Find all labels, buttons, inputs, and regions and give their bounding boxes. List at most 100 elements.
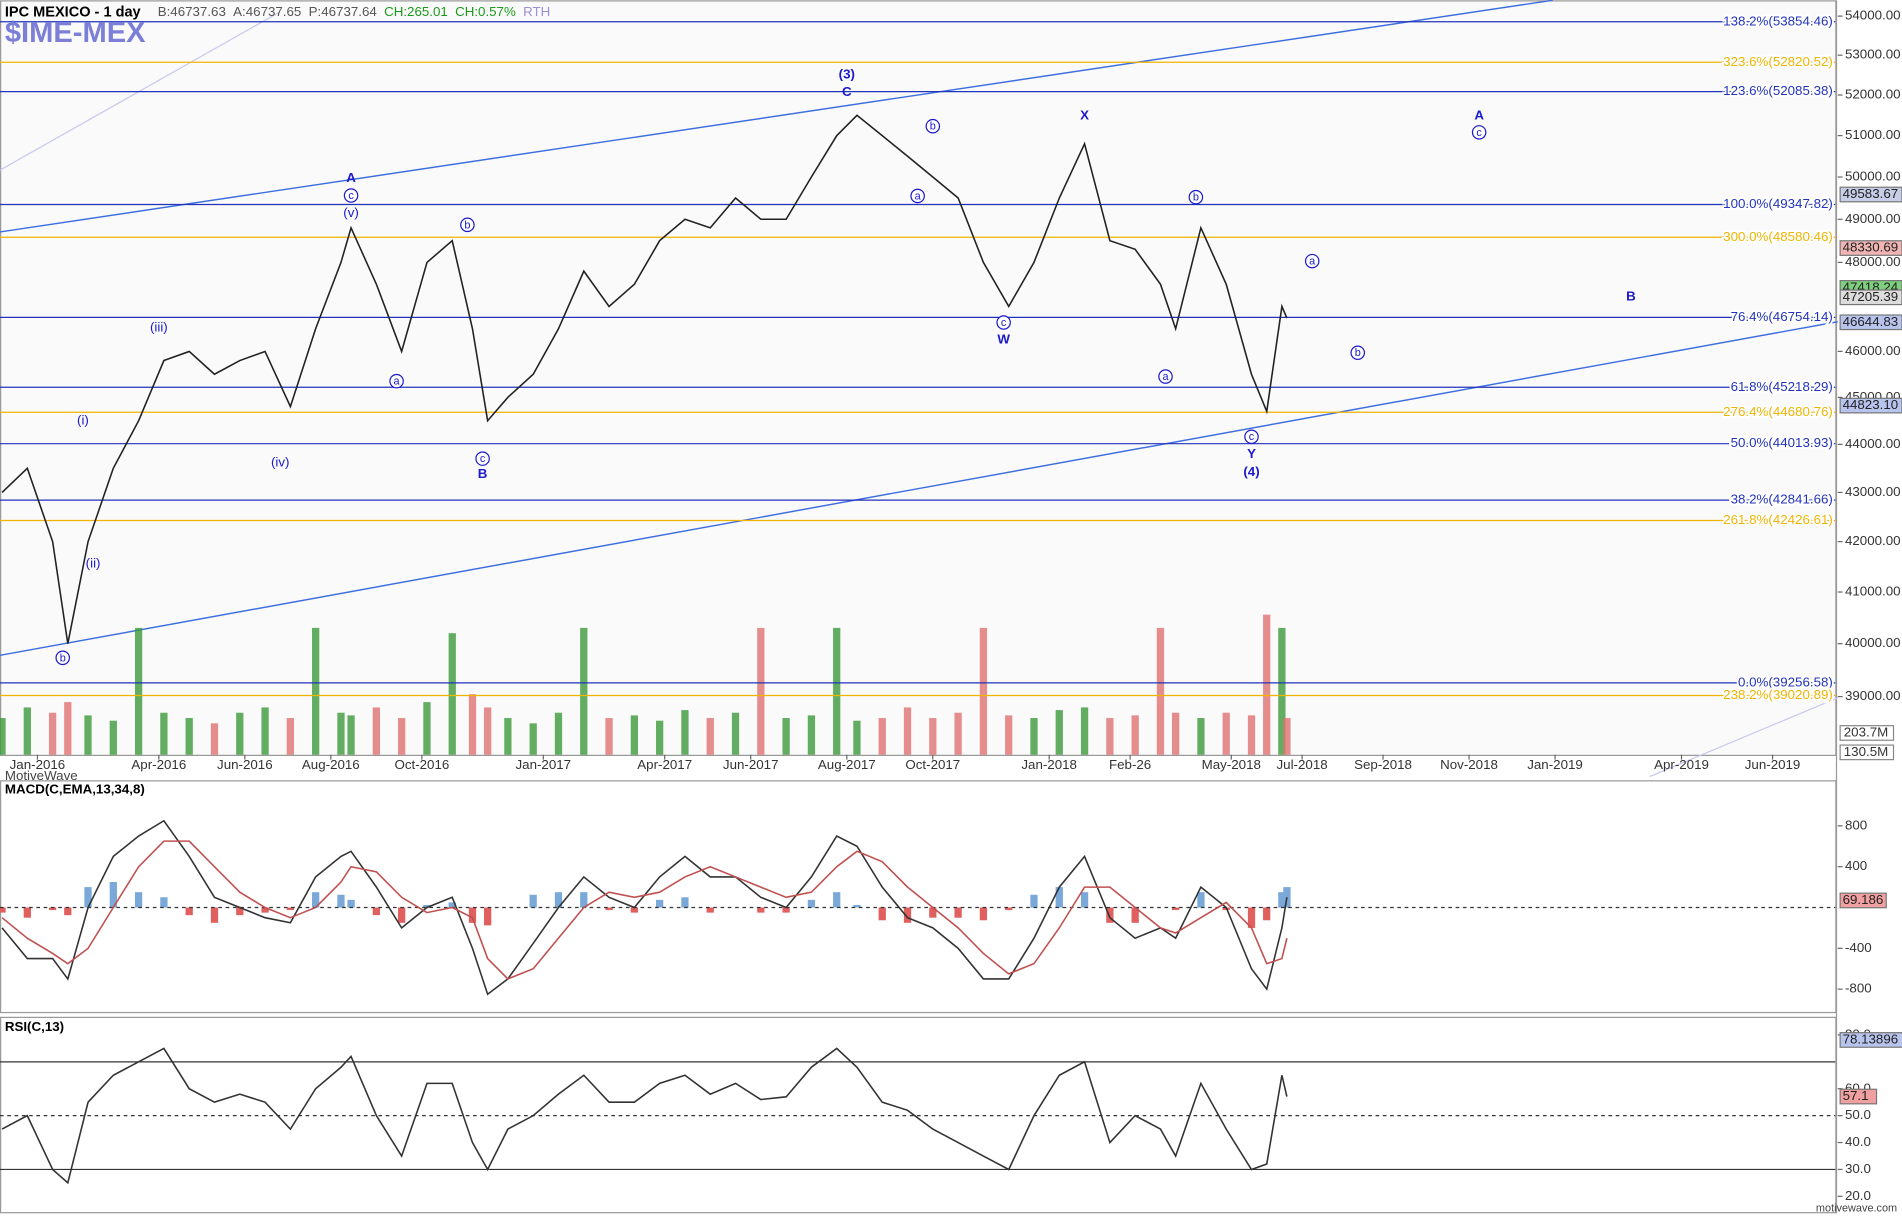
wave-circle <box>343 188 359 203</box>
wave-label: W <box>997 331 1010 346</box>
x-tick-label: Jan-2017 <box>516 757 572 772</box>
chart-title: IPC MEXICO - 1 day <box>5 4 142 20</box>
series-line <box>1 1047 1288 1185</box>
wave-label: c <box>1001 317 1007 329</box>
wave-label: c <box>1476 127 1482 139</box>
x-tick-label: Feb-26 <box>1109 757 1151 772</box>
histogram-bar <box>398 907 406 923</box>
wave-label: B <box>1626 288 1636 303</box>
fib-label: 50.0%(44013.93) <box>1731 435 1833 450</box>
volume-bar <box>630 715 638 755</box>
histogram-bar <box>1030 894 1038 908</box>
header-item: B:46737.63 <box>158 4 226 19</box>
histogram-bar <box>372 907 381 916</box>
y-tick-label: 43000.00 <box>1845 484 1901 499</box>
volume-bar <box>656 720 664 755</box>
volume-bar <box>706 718 714 755</box>
fib-label: 61.8%(45218.29) <box>1731 379 1833 394</box>
y-tick-label: 40.0 <box>1845 1134 1871 1149</box>
wave-label: Y <box>1247 446 1256 461</box>
price-marker-label: 47205.39 <box>1843 289 1899 304</box>
volume-bar <box>807 715 816 755</box>
histogram-bar <box>48 907 57 911</box>
y-tick-label: 52000.00 <box>1845 87 1901 102</box>
wave-circle <box>475 451 490 466</box>
histogram-bar <box>134 892 143 908</box>
wave-circle <box>1304 253 1320 269</box>
y-tick-label: 400 <box>1845 858 1867 873</box>
value-marker-label: 57.1 <box>1843 1088 1869 1103</box>
wave-circle <box>460 217 475 233</box>
wave-label: b <box>1193 192 1199 204</box>
y-tick-label: 44000.00 <box>1845 436 1901 451</box>
x-tick-label: May-2018 <box>1202 757 1261 772</box>
y-tick-label: 46000.00 <box>1845 343 1901 358</box>
volume-bar <box>853 720 861 755</box>
price-marker <box>1839 397 1902 414</box>
histogram-bar <box>1055 887 1063 908</box>
histogram-bar <box>1283 887 1291 908</box>
volume-bar <box>1222 712 1230 755</box>
x-tick-label: Jul-2018 <box>1277 757 1328 772</box>
volume-bar <box>1197 718 1205 755</box>
x-tick-label: Jan-2019 <box>1527 757 1583 772</box>
histogram-bar <box>337 894 345 908</box>
histogram-bar <box>529 894 537 908</box>
x-tick-label: Oct-2016 <box>394 757 449 772</box>
volume-bar <box>1156 627 1165 755</box>
x-tick-label: Sep-2018 <box>1354 757 1412 772</box>
volume-bar <box>1030 718 1038 755</box>
histogram-bar <box>656 899 664 908</box>
volume-bar <box>1247 715 1256 755</box>
fib-label: 123.6%(52085.38) <box>1723 83 1833 98</box>
price-panel <box>0 0 1837 756</box>
wave-circle <box>1188 189 1204 205</box>
histogram-bar <box>807 899 816 908</box>
fib-label: 100.0%(49347.82) <box>1723 196 1833 211</box>
volume-bar <box>160 712 168 755</box>
histogram-bar <box>1106 907 1114 923</box>
histogram-bar <box>833 892 841 908</box>
histogram-bar <box>160 897 168 908</box>
wave-circle <box>925 118 941 134</box>
volume-bar <box>878 718 886 755</box>
histogram-bar <box>605 907 613 911</box>
histogram-bar <box>23 907 31 918</box>
wave-label: c <box>1249 431 1255 443</box>
histogram-bar <box>261 907 269 913</box>
volume-bar <box>312 627 320 755</box>
volume-marker-label: 130.5M <box>1844 744 1888 759</box>
volume-bar <box>929 718 937 755</box>
volume-bar <box>954 712 962 755</box>
wave-label: (iv) <box>271 455 290 470</box>
volume-bar <box>1171 712 1180 755</box>
volume-bar <box>504 718 512 755</box>
volume-bar <box>580 627 588 755</box>
y-tick-label: 49000.00 <box>1845 211 1901 226</box>
histogram-bar <box>1005 907 1013 911</box>
volume-marker-box <box>1839 744 1895 761</box>
histogram-bar <box>681 897 689 908</box>
histogram-bar <box>757 907 765 913</box>
price-marker <box>1839 186 1902 203</box>
y-tick-label: 42000.00 <box>1845 533 1901 548</box>
value-marker <box>1839 892 1887 909</box>
wave-label: (ii) <box>86 555 101 570</box>
series-line <box>1 819 1288 996</box>
trend-line <box>1649 697 1838 778</box>
price-marker-label: 46644.83 <box>1843 314 1899 329</box>
wave-circle <box>996 315 1011 330</box>
series-line <box>1 114 1288 644</box>
value-marker-label: 69.186 <box>1843 892 1884 907</box>
volume-bar <box>554 712 563 755</box>
volume-bar <box>210 723 219 755</box>
x-tick-label: Jan-2018 <box>1021 757 1077 772</box>
histogram-bar <box>1197 892 1205 908</box>
fib-label: 261.8%(42426.61) <box>1723 512 1833 527</box>
wave-label: b <box>1355 347 1361 359</box>
histogram-bar <box>448 902 456 908</box>
histogram-bar <box>64 907 72 916</box>
histogram-bar <box>1080 892 1089 908</box>
volume-bar <box>236 712 244 755</box>
volume-bar <box>1283 718 1291 755</box>
